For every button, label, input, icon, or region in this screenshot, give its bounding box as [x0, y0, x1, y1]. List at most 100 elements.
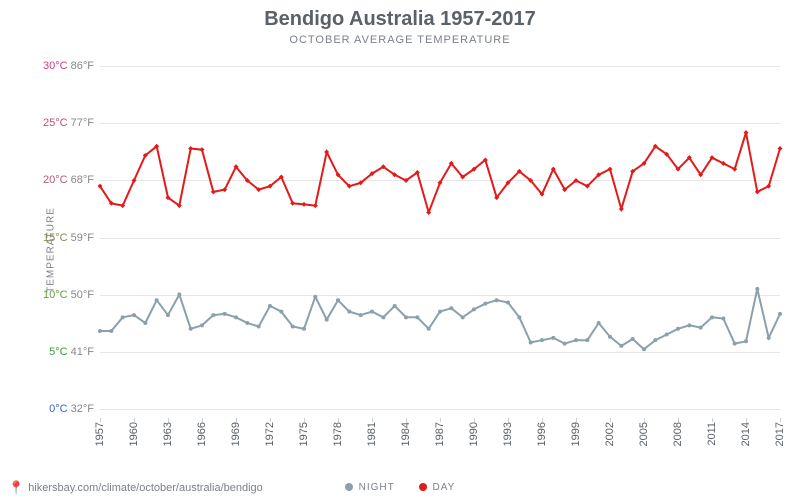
legend-item-night: NIGHT: [345, 482, 395, 493]
series-svg: [100, 55, 780, 420]
series-marker: [268, 304, 272, 308]
series-marker: [461, 315, 465, 319]
series-marker: [529, 340, 533, 344]
series-marker: [427, 327, 431, 331]
series-marker: [710, 315, 714, 319]
series-marker: [767, 336, 771, 340]
footer-url: hikersbay.com/climate/october/australia/…: [28, 482, 263, 494]
legend-item-day: DAY: [419, 482, 456, 493]
y-tick-label: 30°C 86°F: [43, 60, 94, 72]
series-marker: [676, 327, 680, 331]
series-marker: [279, 310, 283, 314]
series-marker: [778, 312, 782, 316]
series-marker: [506, 301, 510, 305]
series-marker: [211, 189, 216, 194]
series-marker: [121, 315, 125, 319]
x-tick-label: 1957: [94, 422, 106, 446]
series-marker: [177, 293, 181, 297]
x-tick-label: 1966: [196, 422, 208, 446]
series-marker: [302, 327, 306, 331]
series-marker: [608, 335, 612, 339]
chart-title: Bendigo Australia 1957-2017: [0, 8, 800, 31]
series-line: [100, 133, 780, 213]
legend-swatch-night: [345, 483, 353, 491]
series-marker: [143, 321, 147, 325]
x-tick-label: 1981: [366, 422, 378, 446]
series-marker: [109, 329, 113, 333]
series-marker: [699, 326, 703, 330]
series-marker: [744, 339, 748, 343]
series-marker: [155, 298, 159, 302]
series-marker: [347, 310, 351, 314]
series-marker: [721, 316, 725, 320]
series-marker: [585, 338, 589, 342]
series-marker: [687, 323, 691, 327]
x-tick-label: 2011: [706, 422, 718, 446]
y-tick-label: 15°C 59°F: [43, 232, 94, 244]
y-tick-label: 0°C 32°F: [49, 403, 94, 415]
series-marker: [449, 306, 453, 310]
series-marker: [574, 338, 578, 342]
x-axis-ticks: 1957196019631966196919721975197819811984…: [100, 422, 780, 477]
x-tick-label: 2002: [604, 422, 616, 446]
x-tick-label: 1984: [400, 422, 412, 446]
series-marker: [200, 323, 204, 327]
series-marker: [778, 146, 783, 151]
series-marker: [653, 338, 657, 342]
series-marker: [744, 130, 749, 135]
series-marker: [733, 342, 737, 346]
y-tick-label: 10°C 50°F: [43, 289, 94, 301]
series-marker: [619, 344, 623, 348]
x-tick-label: 1963: [162, 422, 174, 446]
series-marker: [563, 342, 567, 346]
series-marker: [132, 313, 136, 317]
series-marker: [98, 329, 102, 333]
x-tick-label: 1996: [536, 422, 548, 446]
series-marker: [359, 313, 363, 317]
series-marker: [415, 315, 419, 319]
x-tick-label: 1960: [128, 422, 140, 446]
x-tick-label: 1987: [434, 422, 446, 446]
series-marker: [291, 324, 295, 328]
y-tick-label: 5°C 41°F: [49, 346, 94, 358]
series-marker: [211, 313, 215, 317]
series-marker: [200, 147, 205, 152]
x-tick-label: 1993: [502, 422, 514, 446]
series-marker: [619, 206, 624, 211]
series-marker: [313, 295, 317, 299]
series-marker: [472, 307, 476, 311]
series-marker: [302, 202, 307, 207]
series-marker: [325, 318, 329, 322]
series-marker: [438, 310, 442, 314]
x-tick-label: 2008: [672, 422, 684, 446]
footer-source: 📍 hikersbay.com/climate/october/australi…: [8, 480, 263, 496]
y-axis-title: TEMPERATURE: [45, 207, 56, 293]
series-marker: [755, 287, 759, 291]
plot-area: 0°C 32°F5°C 41°F10°C 50°F15°C 59°F20°C 6…: [100, 55, 780, 420]
climate-chart: Bendigo Australia 1957-2017 OCTOBER AVER…: [0, 0, 800, 500]
legend-label-day: DAY: [433, 482, 456, 493]
legend-label-night: NIGHT: [359, 482, 395, 493]
series-marker: [370, 310, 374, 314]
series-marker: [336, 298, 340, 302]
series-marker: [189, 327, 193, 331]
series-marker: [631, 337, 635, 341]
series-marker: [313, 203, 318, 208]
y-tick-label: 25°C 77°F: [43, 117, 94, 129]
x-tick-label: 1978: [332, 422, 344, 446]
series-marker: [642, 347, 646, 351]
x-tick-label: 1969: [230, 422, 242, 446]
pin-icon: 📍: [8, 480, 24, 496]
series-marker: [223, 312, 227, 316]
x-tick-label: 2014: [740, 422, 752, 446]
series-marker: [597, 321, 601, 325]
series-marker: [245, 321, 249, 325]
x-tick-label: 1972: [264, 422, 276, 446]
x-tick-label: 1999: [570, 422, 582, 446]
series-marker: [483, 302, 487, 306]
series-marker: [551, 336, 555, 340]
series-marker: [257, 324, 261, 328]
series-marker: [166, 313, 170, 317]
series-marker: [381, 315, 385, 319]
x-tick-label: 2017: [774, 422, 786, 446]
